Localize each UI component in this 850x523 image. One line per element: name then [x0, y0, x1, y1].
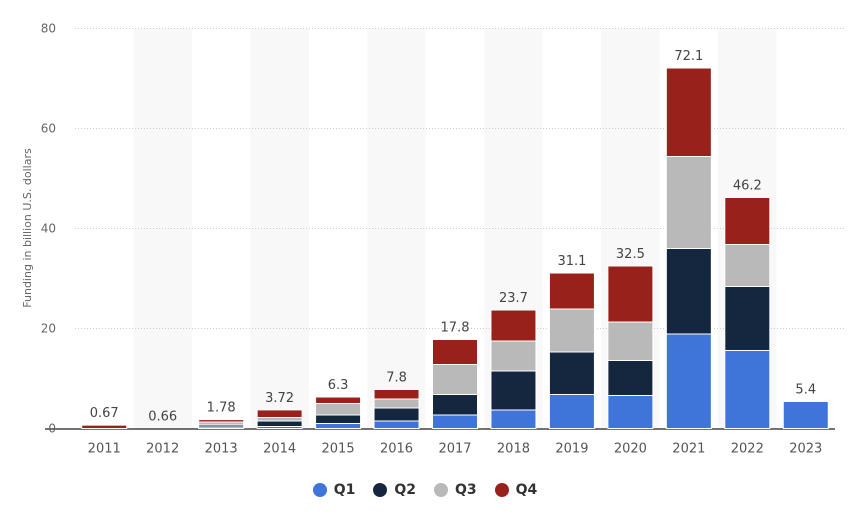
- x-tick-label: 2017: [438, 442, 471, 457]
- bar-segment-q4-2016: [373, 389, 420, 400]
- bar-segment-q4-2019: [548, 272, 595, 310]
- bar-segment-q2-2019: [548, 351, 595, 395]
- bar-segment-q1-2017: [432, 414, 478, 429]
- bar-segment-q2-2021: [665, 248, 712, 335]
- total-data-label: 0.67: [90, 406, 119, 421]
- bar-segment-q2-2015: [315, 414, 362, 424]
- x-tick-label: 2016: [380, 442, 413, 457]
- total-data-label: 0.66: [148, 410, 177, 425]
- legend: Q1 Q2 Q3 Q4: [0, 482, 850, 498]
- x-tick-label: 2020: [614, 442, 647, 457]
- x-tick-label: 2013: [205, 442, 238, 457]
- legend-item-q1[interactable]: Q1: [312, 482, 356, 498]
- bar-segment-q2-2020: [607, 360, 654, 396]
- bar-segment-q2-2018: [490, 370, 537, 411]
- bar-segment-q3-2015: [315, 403, 362, 416]
- x-tick-label: 2022: [731, 442, 764, 457]
- y-tick-label: 60: [41, 122, 56, 136]
- bar-segment-q1-2022: [724, 350, 771, 429]
- bar-segment-q3-2021: [665, 156, 712, 249]
- total-data-label: 7.8: [386, 371, 407, 386]
- bar-segment-q4-2017: [432, 339, 478, 365]
- bar-segment-q3-2022: [724, 244, 771, 287]
- bar-segment-q1-2018: [490, 409, 537, 429]
- y-tick-label: 80: [41, 22, 56, 36]
- bar-segment-q2-2016: [373, 407, 420, 422]
- bar-segment-q2-2022: [724, 286, 771, 351]
- y-tick-label: 0: [48, 422, 56, 436]
- bar-segment-q2-2017: [432, 394, 478, 416]
- bar-segment-q1-2015: [315, 423, 362, 429]
- legend-item-q2[interactable]: Q2: [373, 482, 416, 498]
- y-axis-title: Funding in billion U.S. dollars: [21, 148, 34, 308]
- bar-segment-q1-2016: [373, 420, 420, 429]
- bar-segment-q1-2019: [548, 394, 595, 429]
- legend-label: Q4: [515, 482, 538, 498]
- bar-segment-q4-2015: [315, 396, 362, 404]
- x-tick-label: 2015: [322, 442, 355, 457]
- total-data-label: 23.7: [499, 291, 528, 306]
- y-tick-label: 20: [41, 322, 56, 336]
- bar-segment-q2-2014: [256, 420, 303, 427]
- x-tick-label: 2019: [555, 442, 588, 457]
- bar-segment-q4-2022: [724, 197, 771, 245]
- bar-segment-q4-2020: [607, 265, 654, 323]
- total-data-label: 72.1: [674, 49, 703, 64]
- bar-segment-q3-2017: [432, 364, 478, 395]
- legend-marker-icon: [434, 483, 448, 497]
- total-data-label: 3.72: [265, 391, 294, 406]
- bar-segment-q1-2020: [607, 395, 654, 429]
- bar-segment-q4-2013: [198, 419, 245, 423]
- legend-marker-icon: [312, 483, 327, 497]
- legend-item-q4[interactable]: Q4: [494, 482, 538, 498]
- x-tick-label: 2012: [146, 442, 179, 457]
- bar-segment-q3-2014: [256, 417, 303, 422]
- total-data-label: 46.2: [733, 179, 762, 194]
- x-tick-label: 2023: [789, 442, 822, 457]
- x-tick-label: 2014: [263, 442, 296, 457]
- bar-segment-q3-2019: [548, 308, 595, 353]
- total-data-label: 6.3: [328, 378, 349, 393]
- bar-segment-q4-2014: [256, 409, 303, 418]
- y-tick-label: 40: [41, 222, 56, 236]
- bar-segment-q4-2011: [81, 424, 128, 429]
- total-data-label: 17.8: [441, 321, 470, 336]
- legend-item-q3[interactable]: Q3: [434, 482, 477, 498]
- bar-segment-q3-2020: [607, 321, 654, 361]
- x-tick-label: 2011: [88, 442, 121, 457]
- legend-marker-icon: [494, 483, 509, 497]
- bar-segment-q4-2018: [490, 309, 537, 342]
- legend-label: Q2: [394, 482, 416, 498]
- bar-segment-q4-2021: [665, 67, 712, 157]
- x-tick-label: 2018: [497, 442, 530, 457]
- total-data-label: 31.1: [557, 254, 586, 269]
- total-data-label: 32.5: [616, 247, 645, 262]
- stacked-bar-chart: 0 20 40 60 80 0.67 2011 0.66 2012 1.78 2013 3.72 201…: [21, 22, 845, 457]
- bar-segment-q1-2023: [782, 401, 829, 429]
- total-data-label: 5.4: [795, 383, 816, 398]
- legend-label: Q1: [333, 482, 356, 498]
- total-data-label: 1.78: [207, 401, 236, 416]
- bar-segment-q3-2018: [490, 340, 537, 372]
- legend-marker-icon: [373, 483, 388, 497]
- legend-label: Q3: [455, 482, 477, 498]
- bar-segment-q3-2016: [373, 398, 420, 409]
- x-tick-label: 2021: [672, 442, 705, 457]
- bar-segment-q1-2021: [665, 333, 712, 429]
